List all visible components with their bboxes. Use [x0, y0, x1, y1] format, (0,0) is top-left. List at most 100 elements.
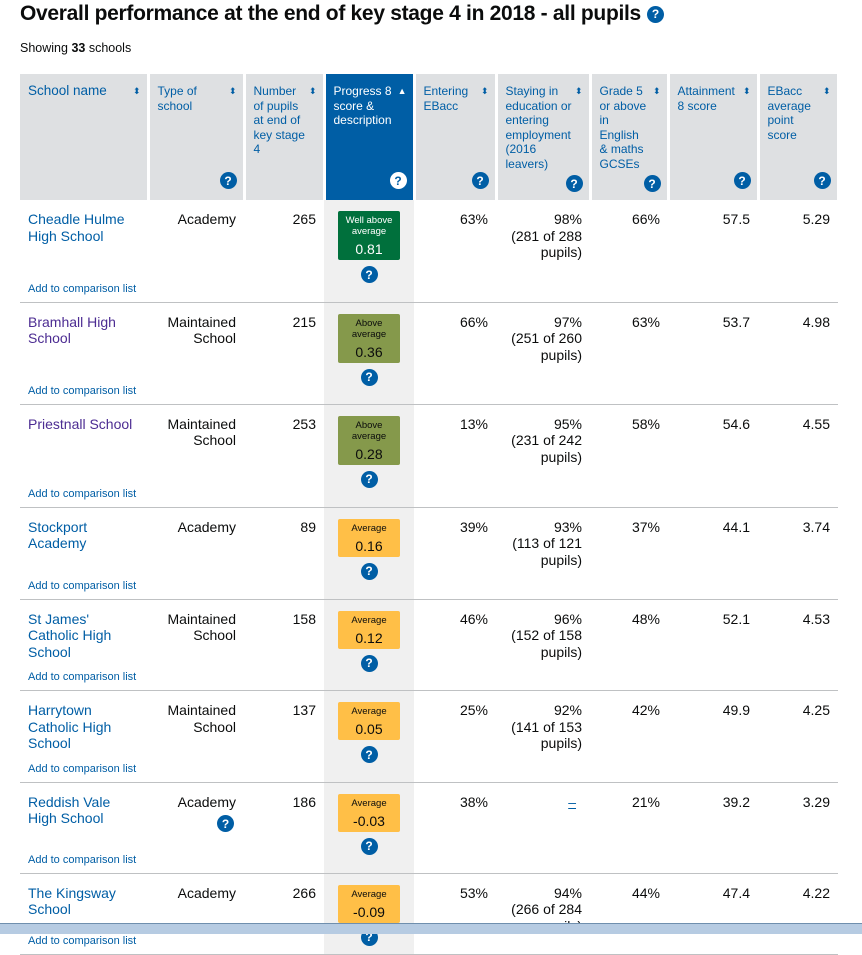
- help-icon[interactable]: ?: [360, 368, 378, 386]
- progress8-score: -0.09: [353, 903, 385, 920]
- help-icon[interactable]: ?: [646, 5, 664, 23]
- help-icon[interactable]: ?: [360, 746, 378, 763]
- column-header[interactable]: Entering EBacc ⬍?: [414, 74, 498, 200]
- school-link[interactable]: Stockport Academy: [28, 518, 88, 552]
- grade5-english-maths: 42%: [590, 690, 668, 783]
- help-icon[interactable]: ?: [813, 172, 831, 189]
- school-name-cell: Priestnall School Add to comparison list: [20, 404, 148, 508]
- school-link[interactable]: St James' Catholic High School: [28, 610, 112, 660]
- add-to-comparison-link[interactable]: Add to comparison list: [28, 853, 137, 866]
- add-to-comparison-link[interactable]: Add to comparison list: [28, 282, 137, 295]
- staying-percent: 98%: [553, 211, 582, 227]
- ebacc-average-point-score: 5.29: [758, 200, 838, 303]
- add-to-comparison-link[interactable]: Add to comparison list: [28, 384, 137, 397]
- add-to-comparison-link[interactable]: Add to comparison list: [28, 762, 137, 775]
- sort-icon[interactable]: ⬍: [308, 86, 317, 96]
- add-to-comparison-link[interactable]: Add to comparison list: [28, 579, 137, 592]
- column-header[interactable]: Number of pupils at end of key stage 4 ⬍: [244, 74, 326, 200]
- column-header[interactable]: School name ⬍: [20, 74, 150, 200]
- pupil-count: 89: [244, 507, 324, 600]
- staying-in-education: 92% (141 of 153 pupils): [496, 690, 590, 783]
- school-link[interactable]: Cheadle Hulme High School: [28, 211, 125, 244]
- school-type: Academy?: [148, 782, 244, 874]
- school-link[interactable]: Harrytown Catholic High School: [28, 702, 112, 751]
- attainment8-score: 49.9: [668, 690, 758, 783]
- column-header-content: Attainment 8 score ⬍?: [678, 84, 751, 189]
- school-link[interactable]: Bramhall High School: [28, 313, 116, 347]
- column-header[interactable]: EBacc average point score ⬍?: [758, 74, 840, 200]
- entering-ebacc: 53%: [414, 873, 496, 955]
- help-icon[interactable]: ?: [733, 172, 751, 189]
- progress8-badge: Well above average 0.81: [338, 211, 400, 260]
- add-to-comparison-link[interactable]: Add to comparison list: [28, 671, 137, 683]
- staying-detail: (152 of 158 pupils): [511, 627, 582, 660]
- help-icon[interactable]: ?: [643, 175, 661, 192]
- sort-ascending-icon[interactable]: ▲: [397, 86, 407, 96]
- sort-icon[interactable]: ⬍: [228, 86, 237, 96]
- staying-detail: (251 of 260 pupils): [511, 330, 582, 363]
- column-header[interactable]: Progress 8 score & description ▲?: [324, 74, 416, 200]
- help-icon[interactable]: ?: [471, 172, 489, 189]
- sort-icon[interactable]: ⬍: [742, 86, 751, 96]
- help-icon[interactable]: ?: [360, 837, 378, 855]
- sort-icon[interactable]: ⬍: [822, 86, 831, 96]
- staying-in-education: 93% (113 of 121 pupils): [496, 507, 590, 600]
- sort-icon[interactable]: ⬍: [652, 86, 661, 96]
- school-name-cell: Stockport Academy Add to comparison list: [20, 507, 148, 600]
- column-header-bottom: ?: [506, 175, 583, 192]
- column-header-top: Number of pupils at end of key stage 4 ⬍: [254, 84, 317, 157]
- no-data-link[interactable]: –: [568, 793, 576, 810]
- pupil-count: 215: [244, 302, 324, 405]
- help-icon[interactable]: ?: [565, 175, 583, 192]
- column-header-content: Progress 8 score & description ▲?: [334, 84, 407, 189]
- school-type-label: Maintained School: [167, 702, 237, 735]
- help-icon[interactable]: ?: [217, 815, 234, 832]
- column-header-top: Attainment 8 score ⬍: [678, 84, 751, 113]
- help-icon[interactable]: ?: [389, 172, 407, 189]
- ebacc-average-point-score: 4.55: [758, 404, 838, 508]
- progress8-score: 0.05: [355, 721, 383, 737]
- column-header[interactable]: Grade 5 or above in English & maths GCSE…: [590, 74, 670, 200]
- help-icon[interactable]: ?: [360, 562, 378, 580]
- school-link[interactable]: Reddish Vale High School: [28, 793, 111, 827]
- sort-icon[interactable]: ⬍: [574, 86, 583, 96]
- column-header-top: School name ⬍: [28, 83, 141, 99]
- column-header-label: Staying in education or entering employm…: [505, 84, 572, 171]
- column-header-label: School name: [28, 83, 107, 98]
- school-type: Maintained School: [148, 599, 244, 691]
- pupil-count: 266: [244, 873, 324, 955]
- school-type: Maintained School: [148, 302, 244, 405]
- column-header[interactable]: Attainment 8 score ⬍?: [668, 74, 760, 200]
- help-icon[interactable]: ?: [360, 470, 378, 488]
- progress8-badge: Average -0.09: [338, 884, 400, 923]
- add-to-comparison-link[interactable]: Add to comparison list: [28, 487, 137, 500]
- staying-in-education: –: [496, 782, 590, 874]
- column-header[interactable]: Type of school ⬍?: [148, 74, 246, 200]
- progress8-cell: Average -0.03?: [324, 782, 414, 874]
- school-link[interactable]: Priestnall School: [28, 415, 133, 432]
- help-icon[interactable]: ?: [360, 266, 378, 283]
- table-row: Reddish Vale High School Add to compariso…: [20, 782, 838, 874]
- school-link[interactable]: The Kingsway School: [28, 884, 116, 918]
- sort-icon[interactable]: ⬍: [132, 86, 141, 96]
- school-type-label: Maintained School: [167, 415, 237, 449]
- staying-detail: (281 of 288 pupils): [511, 227, 582, 261]
- progress8-badge: Average 0.05: [338, 702, 400, 740]
- column-header[interactable]: Staying in education or entering employm…: [496, 74, 592, 200]
- column-header-top: Staying in education or entering employm…: [506, 84, 583, 171]
- school-name-cell: St James' Catholic High School Add to com…: [20, 599, 148, 691]
- column-header-top: Progress 8 score & description ▲: [334, 84, 407, 128]
- progress8-score: 0.36: [355, 343, 383, 360]
- ebacc-average-point-score: 4.53: [758, 599, 838, 691]
- sort-icon[interactable]: ⬍: [480, 86, 489, 96]
- add-to-comparison-link[interactable]: Add to comparison list: [28, 934, 137, 947]
- help-icon[interactable]: ?: [219, 172, 237, 189]
- help-icon[interactable]: ?: [360, 654, 378, 672]
- column-header-bottom: ?: [424, 172, 489, 189]
- progress8-score: -0.03: [353, 812, 385, 829]
- grade5-english-maths: 66%: [590, 200, 668, 303]
- staying-percent: 96%: [553, 610, 582, 627]
- school-name-cell: Bramhall High School Add to comparison li…: [20, 302, 148, 405]
- progress8-description: Average: [351, 614, 387, 626]
- progress8-badge: Average 0.16: [338, 518, 400, 557]
